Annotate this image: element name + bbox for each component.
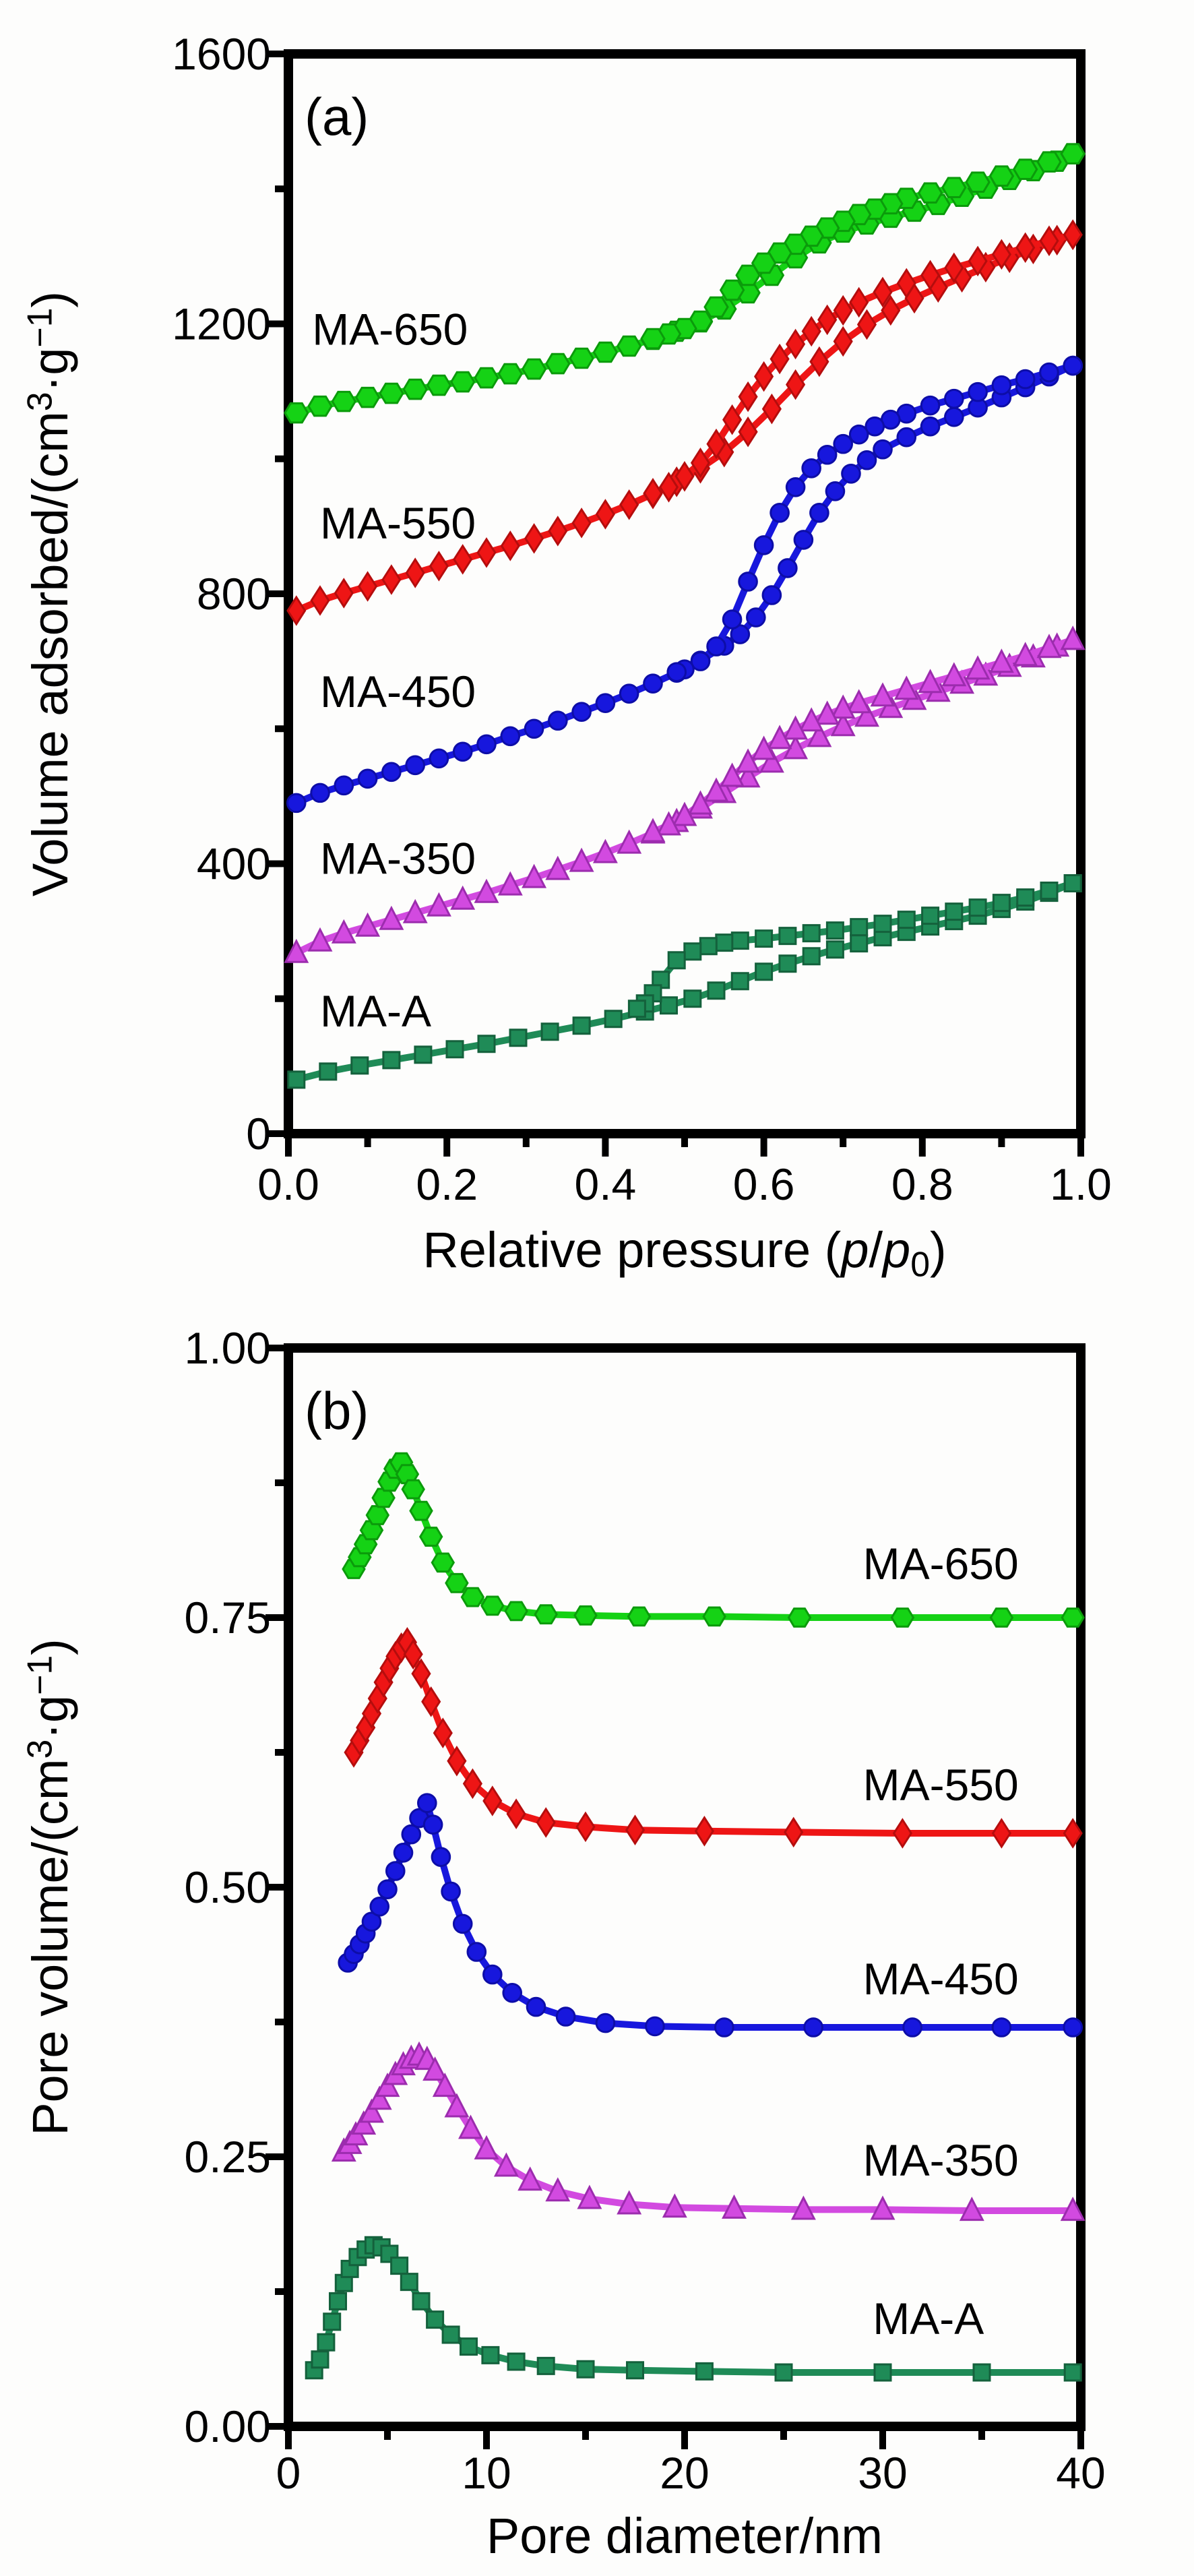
y-tick-label-b: 0.25 <box>185 2132 271 2182</box>
y-tick-label-a: 1200 <box>172 299 271 349</box>
series-ma-350-a <box>284 625 1086 963</box>
panel-letter-a: (a) <box>305 87 369 146</box>
x-axis-title-a: Relative pressure (p/p0) <box>422 1222 946 1283</box>
plot-border-b <box>284 1343 1086 2431</box>
panel-b: 0 10 20 30 40 0.00 0.25 0.50 0.75 1.00 MA-650 MA-55… <box>20 1323 1105 2564</box>
panel-a: 0.0 0.2 0.4 0.6 0.8 1.0 0 400 800 1200 1600 MA-650 M… <box>20 29 1112 1283</box>
x-tick-label-a: 0.6 <box>733 1159 795 1209</box>
series-ma-650-a <box>284 143 1086 424</box>
y-tick-label-b: 1.00 <box>185 1323 271 1373</box>
x-tick-label-b: 10 <box>462 2448 511 2498</box>
series-label-ma-450-a: MA-450 <box>320 667 476 716</box>
series-ma-650-b <box>342 1452 1085 1628</box>
y-tick-label-a: 0 <box>246 1109 271 1159</box>
plot-border-a <box>284 49 1086 1138</box>
series-label-ma-350-a: MA-350 <box>320 833 476 883</box>
series-ma-a-a <box>287 874 1082 1089</box>
series-ma-550-a <box>286 219 1083 626</box>
y-tick-label-b: 0.00 <box>185 2401 271 2451</box>
series-label-ma-a-b: MA-A <box>873 2294 984 2343</box>
y-axis-title-b: Pore volume/(cm3·g−1) <box>20 1638 78 2136</box>
series-label-ma-550-b: MA-550 <box>863 1760 1019 1810</box>
series-label-ma-650-b: MA-650 <box>863 1539 1019 1589</box>
x-tick-label-a: 0.8 <box>891 1159 953 1209</box>
x-tick-label-b: 20 <box>660 2448 709 2498</box>
y-axis-title-a: Volume adsorbed/(cm3·g−1) <box>20 291 78 896</box>
x-tick-label-a: 1.0 <box>1050 1159 1112 1209</box>
y-tick-label-a: 400 <box>197 839 271 889</box>
x-tick-label-a: 0.4 <box>575 1159 637 1209</box>
series-ma-450-b <box>338 1793 1083 2037</box>
series-label-ma-550-a: MA-550 <box>320 498 476 548</box>
panel-letter-b: (b) <box>305 1381 369 1440</box>
y-tick-label-a: 1600 <box>172 29 271 79</box>
series-ma-a-b <box>305 2236 1082 2382</box>
y-tick-label-b: 0.50 <box>185 1862 271 1912</box>
series-ma-350-b <box>331 2041 1086 2221</box>
series-label-ma-350-b: MA-350 <box>863 2135 1019 2185</box>
x-tick-label-b: 40 <box>1056 2448 1105 2498</box>
series-label-ma-650-a: MA-650 <box>312 305 468 355</box>
y-tick-label-b: 0.75 <box>185 1593 271 1643</box>
x-tick-label-a: 0.0 <box>257 1159 319 1209</box>
series-ma-450-a <box>286 355 1083 814</box>
y-tick-label-a: 800 <box>197 569 271 619</box>
x-tick-label-a: 0.2 <box>416 1159 478 1209</box>
x-axis-title-b: Pore diameter/nm <box>486 2508 883 2564</box>
series-ma-550-b <box>344 1627 1083 1849</box>
x-tick-label-b: 0 <box>276 2448 301 2498</box>
x-tick-label-b: 30 <box>858 2448 907 2498</box>
series-label-ma-a-a: MA-A <box>320 986 431 1036</box>
series-label-ma-450-b: MA-450 <box>863 1954 1019 2004</box>
